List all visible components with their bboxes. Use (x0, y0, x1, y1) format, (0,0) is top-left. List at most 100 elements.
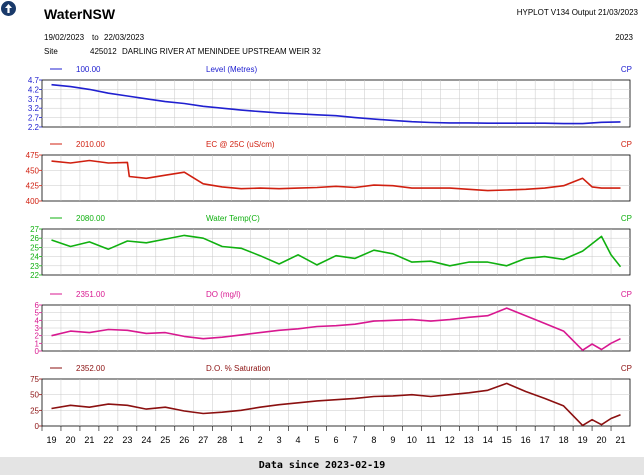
site-label: Site (44, 47, 58, 56)
x-tick-label: 17 (540, 435, 550, 445)
level-ytick-label: 3.2 (28, 104, 40, 113)
x-tick-label: 2 (258, 435, 263, 445)
x-tick-label: 3 (277, 435, 282, 445)
sat-title: D.O. % Saturation (206, 364, 270, 373)
level-title: Level (Metres) (206, 65, 257, 74)
do-ytick-label: 5 (35, 309, 40, 318)
do-ytick-label: 3 (35, 324, 40, 333)
do-title: DO (mg/l) (206, 290, 241, 299)
temp-ytick-label: 23 (30, 262, 39, 271)
do-ytick-label: 2 (35, 332, 40, 341)
ec-cp-label: CP (621, 140, 632, 149)
sat-code: 2352.00 (76, 364, 105, 373)
temp-title: Water Temp(C) (206, 214, 260, 223)
x-tick-label: 23 (122, 435, 132, 445)
arrow-up-circle-icon (1, 1, 16, 16)
ec-frame (41, 154, 631, 202)
x-tick-label: 19 (46, 435, 56, 445)
level-ytick-label: 2.2 (28, 123, 40, 132)
ec-ytick-label: 475 (26, 151, 40, 160)
x-tick-label: 15 (502, 435, 512, 445)
ec-code: 2010.00 (76, 140, 105, 149)
temp-code: 2080.00 (76, 214, 105, 223)
x-tick-label: 10 (407, 435, 417, 445)
version-info: HYPLOT V134 Output 21/03/2023 (516, 8, 638, 17)
site-name: DARLING RIVER AT MENINDEE UPSTREAM WEIR … (122, 47, 321, 56)
do-ytick-label: 4 (35, 316, 40, 325)
x-tick-label: 26 (179, 435, 189, 445)
x-tick-label: 4 (296, 435, 301, 445)
temp-ytick-label: 25 (30, 243, 39, 252)
footer-data-since: Data since 2023-02-19 (0, 457, 644, 475)
x-tick-label: 1 (239, 435, 244, 445)
temp-ytick-label: 26 (30, 234, 39, 243)
do-ytick-label: 6 (35, 301, 40, 310)
sat-ytick-label: 0 (35, 422, 40, 431)
x-tick-label: 5 (315, 435, 320, 445)
temp-ytick-label: 27 (30, 225, 39, 234)
x-tick-label: 24 (141, 435, 151, 445)
x-tick-label: 20 (65, 435, 75, 445)
x-tick-label: 8 (371, 435, 376, 445)
x-tick-label: 22 (103, 435, 113, 445)
do-ytick-label: 0 (35, 347, 40, 356)
temp-series-line (51, 234, 622, 268)
site-number: 425012 (90, 47, 117, 56)
x-axis: 19 20 21 22 23 24 25 26 27 28 1 2 3 4 5 6 7 8 9 10 11 12 13 14 1… (41, 426, 626, 445)
temp-ytick-label: 22 (30, 271, 39, 280)
x-tick-label: 25 (160, 435, 170, 445)
ec-ytick-label: 450 (26, 166, 40, 175)
x-tick-label: 27 (198, 435, 208, 445)
sat-cp-label: CP (621, 364, 632, 373)
do-ytick-label: 1 (35, 339, 40, 348)
level-cp-label: CP (621, 65, 632, 74)
x-tick-label: 6 (333, 435, 338, 445)
x-tick-label: 14 (483, 435, 493, 445)
panel-level: 100.00 Level (Metres) CP 4.74.23.73.22.72.2 (28, 65, 632, 132)
sat-ytick-label: 50 (30, 391, 39, 400)
year-label: 2023 (615, 33, 633, 42)
x-tick-label: 12 (445, 435, 455, 445)
do-code: 2351.00 (76, 290, 105, 299)
sat-ytick-label: 25 (30, 406, 39, 415)
x-tick-label: 19 (578, 435, 588, 445)
date-from: 19/02/2023 (44, 33, 85, 42)
x-tick-label: 13 (464, 435, 474, 445)
panel-sat: 2352.00 D.O. % Saturation CP 75 50 25 0 (30, 364, 632, 431)
ec-ytick-label: 425 (26, 182, 40, 191)
temp-frame (41, 228, 631, 276)
level-series-line (51, 83, 621, 125)
x-tick-label: 16 (521, 435, 531, 445)
level-ytick-label: 4.2 (28, 85, 40, 94)
date-to: 22/03/2023 (104, 33, 145, 42)
temp-cp-label: CP (621, 214, 632, 223)
do-series-line (51, 307, 621, 352)
level-code: 100.00 (76, 65, 101, 74)
sat-series-line (51, 382, 621, 427)
panel-ec: 2010.00 EC @ 25C (uS/cm) CP 475 450 425 400 (26, 140, 632, 206)
sat-ytick-label: 75 (30, 375, 39, 384)
level-frame (41, 79, 631, 128)
ec-title: EC @ 25C (uS/cm) (206, 140, 275, 149)
date-to-separator: to (92, 33, 99, 42)
temp-ytick-label: 24 (30, 253, 39, 262)
level-ytick-label: 4.7 (28, 76, 40, 85)
x-tick-label: 11 (426, 435, 435, 445)
app-title: WaterNSW (44, 6, 116, 22)
arrow-up-glyph (5, 4, 12, 13)
level-ytick-label: 3.7 (28, 95, 40, 104)
level-ytick-label: 2.7 (28, 114, 40, 123)
x-tick-label: 7 (352, 435, 357, 445)
sat-frame (41, 378, 631, 427)
x-tick-label: 21 (84, 435, 94, 445)
x-tick-label: 9 (390, 435, 395, 445)
x-tick-label: 20 (597, 435, 607, 445)
do-cp-label: CP (621, 290, 632, 299)
x-tick-label: 21 (616, 435, 626, 445)
x-tick-label: 28 (217, 435, 227, 445)
hydrograph-plots: 100.00 Level (Metres) CP 4.74.23.73.22.72.2… (26, 65, 632, 445)
ec-series-line (51, 159, 621, 192)
x-tick-label: 18 (559, 435, 569, 445)
